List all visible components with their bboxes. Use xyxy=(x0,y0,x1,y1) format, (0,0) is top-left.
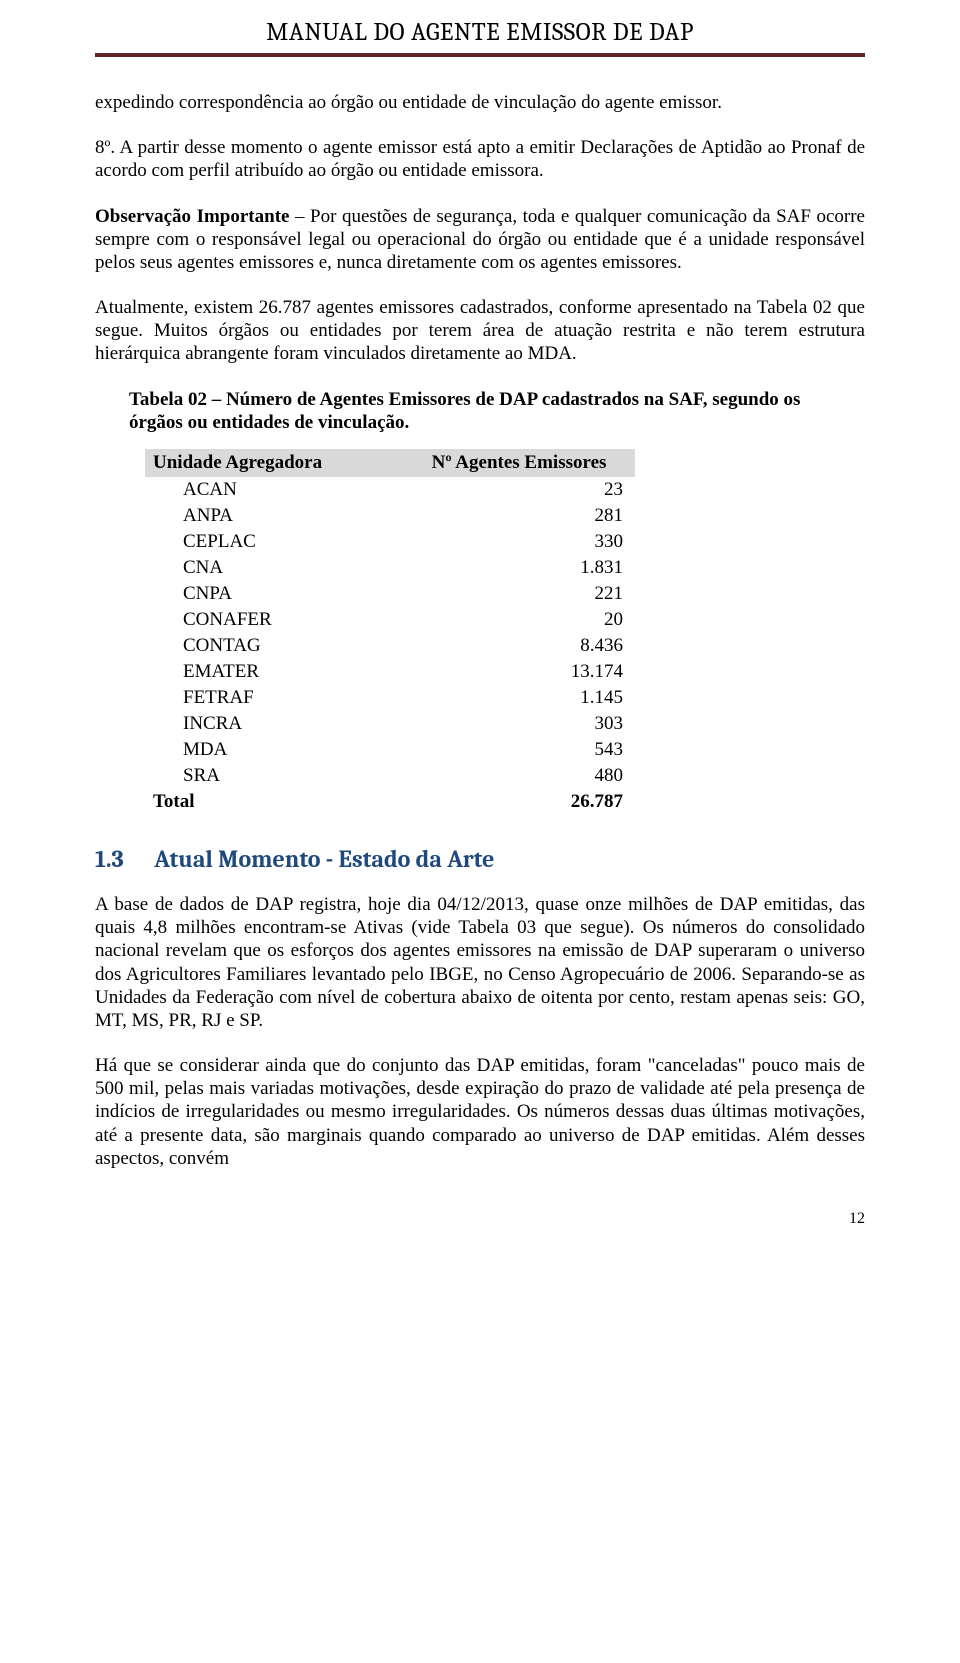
table-total-label: Total xyxy=(145,789,405,815)
table-cell-label: EMATER xyxy=(145,659,405,685)
table-row: SRA480 xyxy=(145,763,635,789)
page-header: MANUAL DO AGENTE EMISSOR DE DAP xyxy=(95,0,865,47)
table-row: CONAFER20 xyxy=(145,607,635,633)
table-row: ANPA281 xyxy=(145,503,635,529)
table-total-row: Total26.787 xyxy=(145,789,635,815)
paragraph-1: expedindo correspondência ao órgão ou en… xyxy=(95,91,865,114)
table-row: CNA1.831 xyxy=(145,555,635,581)
table-cell-value: 20 xyxy=(405,607,635,633)
table-cell-label: SRA xyxy=(145,763,405,789)
table-row: FETRAF1.145 xyxy=(145,685,635,711)
table-row: MDA543 xyxy=(145,737,635,763)
table-cell-label: MDA xyxy=(145,737,405,763)
table-cell-value: 13.174 xyxy=(405,659,635,685)
table-cell-label: CONTAG xyxy=(145,633,405,659)
table-row: CEPLAC330 xyxy=(145,529,635,555)
table-col-2-header: Nº Agentes Emissores xyxy=(405,449,635,477)
table-cell-value: 480 xyxy=(405,763,635,789)
header-rule xyxy=(95,53,865,57)
section-title: Atual Momento - Estado da Arte xyxy=(154,845,494,873)
table-cell-label: CEPLAC xyxy=(145,529,405,555)
section-number: 1.3 xyxy=(95,845,149,873)
table-row: CNPA221 xyxy=(145,581,635,607)
paragraph-5: A base de dados de DAP registra, hoje di… xyxy=(95,893,865,1032)
paragraph-3-lead: Observação Importante xyxy=(95,206,289,227)
table-cell-value: 221 xyxy=(405,581,635,607)
table-row: ACAN23 xyxy=(145,477,635,503)
table-cell-value: 330 xyxy=(405,529,635,555)
paragraph-3: Observação Importante – Por questões de … xyxy=(95,205,865,275)
table-cell-value: 1.831 xyxy=(405,555,635,581)
page-title: MANUAL DO AGENTE EMISSOR DE DAP xyxy=(95,18,865,47)
table-col-1-header: Unidade Agregadora xyxy=(145,449,405,477)
table-cell-label: CNA xyxy=(145,555,405,581)
paragraph-6: Há que se considerar ainda que do conjun… xyxy=(95,1054,865,1170)
table-cell-label: FETRAF xyxy=(145,685,405,711)
table-cell-value: 281 xyxy=(405,503,635,529)
table-cell-value: 23 xyxy=(405,477,635,503)
table-caption: Tabela 02 – Número de Agentes Emissores … xyxy=(95,388,865,436)
table-cell-label: ANPA xyxy=(145,503,405,529)
table-cell-value: 543 xyxy=(405,737,635,763)
page-number: 12 xyxy=(95,1210,865,1228)
table-cell-label: INCRA xyxy=(145,711,405,737)
table-header-row: Unidade Agregadora Nº Agentes Emissores xyxy=(145,449,635,477)
table-cell-label: CNPA xyxy=(145,581,405,607)
agentes-emissores-table: Unidade Agregadora Nº Agentes Emissores … xyxy=(145,449,635,815)
table-body: ACAN23ANPA281CEPLAC330CNA1.831CNPA221CON… xyxy=(145,477,635,815)
table-cell-value: 1.145 xyxy=(405,685,635,711)
table-cell-value: 8.436 xyxy=(405,633,635,659)
section-heading: 1.3 Atual Momento - Estado da Arte xyxy=(95,845,865,873)
table-cell-label: CONAFER xyxy=(145,607,405,633)
table-cell-label: ACAN xyxy=(145,477,405,503)
table-row: CONTAG8.436 xyxy=(145,633,635,659)
table-row: INCRA303 xyxy=(145,711,635,737)
paragraph-4: Atualmente, existem 26.787 agentes emiss… xyxy=(95,296,865,366)
table-cell-value: 303 xyxy=(405,711,635,737)
paragraph-2: 8º. A partir desse momento o agente emis… xyxy=(95,136,865,182)
table-total-value: 26.787 xyxy=(405,789,635,815)
table-row: EMATER13.174 xyxy=(145,659,635,685)
